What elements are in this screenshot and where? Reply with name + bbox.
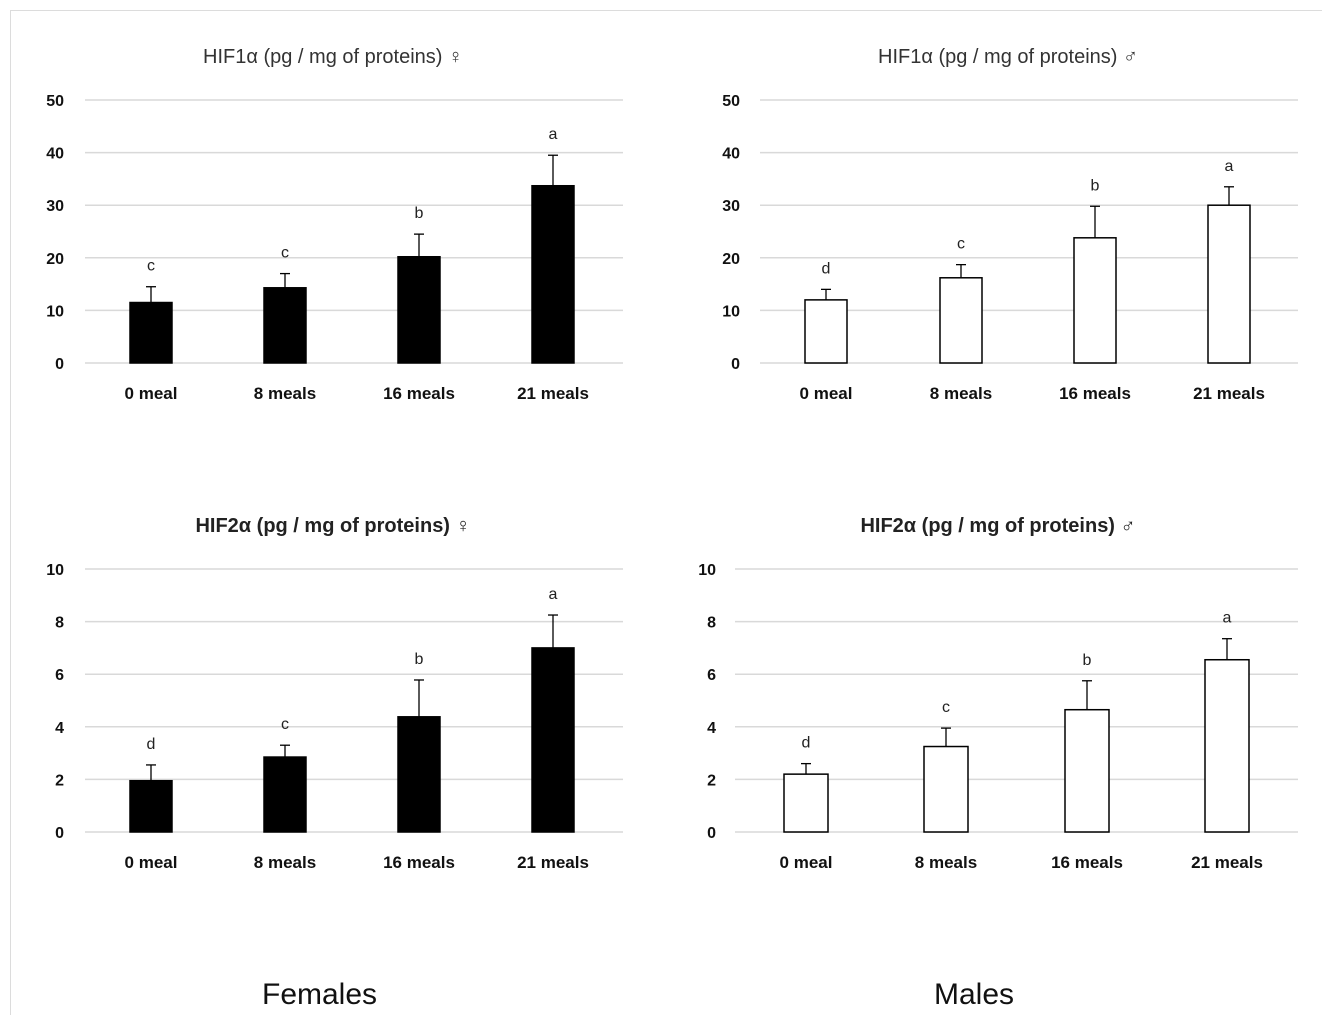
figure-frame <box>10 10 1322 1015</box>
males-label: Males <box>934 978 1015 1011</box>
significance-label: d <box>147 736 156 753</box>
bar <box>263 287 307 364</box>
y-tick-label: 0 <box>707 825 716 842</box>
chart-title: HIF1α (pg / mg of proteins) ♂ <box>878 46 1138 68</box>
category-label: 21 meals <box>1193 384 1265 403</box>
category-label: 8 meals <box>254 384 316 403</box>
chart-panel-1: HIF1α (pg / mg of proteins) ♀ 0 10 20 30 40 50… <box>46 46 623 403</box>
y-tick-label: 50 <box>722 93 740 110</box>
category-label: 16 meals <box>383 853 455 872</box>
significance-label: c <box>281 245 289 262</box>
chart-title: HIF2α (pg / mg of proteins) ♂ <box>860 515 1135 537</box>
significance-label: d <box>822 260 831 277</box>
category-label: 21 meals <box>1191 853 1263 872</box>
y-tick-label: 30 <box>722 198 740 215</box>
category-label: 16 meals <box>383 384 455 403</box>
y-tick-label: 6 <box>55 667 64 684</box>
chart-panel-2: HIF1α (pg / mg of proteins) ♂ 0 10 20 30 40 50… <box>722 46 1298 403</box>
category-label: 8 meals <box>254 853 316 872</box>
bar <box>783 773 829 833</box>
significance-label: c <box>281 716 289 733</box>
category-label: 0 meal <box>125 384 178 403</box>
bar <box>1204 658 1250 833</box>
bar <box>923 745 969 833</box>
y-tick-label: 10 <box>722 303 740 320</box>
bar <box>1207 204 1251 364</box>
chart-title: HIF2α (pg / mg of proteins) ♀ <box>195 515 470 537</box>
bar <box>129 301 173 364</box>
y-tick-label: 0 <box>731 356 740 373</box>
category-label: 8 meals <box>915 853 977 872</box>
y-tick-label: 20 <box>722 251 740 268</box>
category-label: 8 meals <box>930 384 992 403</box>
significance-label: c <box>942 699 950 716</box>
bar <box>1073 237 1117 364</box>
bar <box>397 255 441 364</box>
significance-label: a <box>549 126 558 143</box>
significance-label: a <box>1223 610 1232 627</box>
y-tick-label: 40 <box>46 146 64 163</box>
y-tick-label: 8 <box>707 615 716 632</box>
chart-panel-4: HIF2α (pg / mg of proteins) ♂ 0 2 4 6 8 10 d 0 m… <box>698 515 1298 872</box>
y-tick-label: 4 <box>55 720 64 737</box>
category-label: 21 meals <box>517 853 589 872</box>
significance-label: c <box>147 258 155 275</box>
significance-label: b <box>415 651 424 668</box>
significance-label: b <box>1091 177 1100 194</box>
chart-panel-3: HIF2α (pg / mg of proteins) ♀ 0 2 4 6 8 10 d 0 m… <box>46 515 623 872</box>
significance-label: d <box>802 735 811 752</box>
y-tick-label: 0 <box>55 825 64 842</box>
category-label: 21 meals <box>517 384 589 403</box>
significance-label: a <box>1225 158 1234 175</box>
bar <box>397 716 441 833</box>
y-tick-label: 20 <box>46 251 64 268</box>
category-label: 0 meal <box>125 853 178 872</box>
y-tick-label: 30 <box>46 198 64 215</box>
females-label: Females <box>262 978 378 1011</box>
y-tick-label: 10 <box>46 303 64 320</box>
category-label: 16 meals <box>1051 853 1123 872</box>
significance-label: c <box>957 236 965 253</box>
category-label: 16 meals <box>1059 384 1131 403</box>
y-tick-label: 40 <box>722 146 740 163</box>
significance-label: b <box>415 205 424 222</box>
bar <box>531 184 575 364</box>
y-tick-label: 10 <box>46 562 64 579</box>
bar <box>939 277 983 364</box>
bar <box>531 647 575 833</box>
chart-title: HIF1α (pg / mg of proteins) ♀ <box>203 46 463 68</box>
y-tick-label: 0 <box>55 356 64 373</box>
bar <box>804 299 848 364</box>
y-tick-label: 8 <box>55 615 64 632</box>
significance-label: a <box>549 586 558 603</box>
y-tick-label: 4 <box>707 720 716 737</box>
y-tick-label: 2 <box>55 772 64 789</box>
bar <box>129 779 173 833</box>
y-tick-label: 50 <box>46 93 64 110</box>
category-label: 0 meal <box>780 853 833 872</box>
bar <box>1064 708 1110 833</box>
y-tick-label: 6 <box>707 667 716 684</box>
y-tick-label: 2 <box>707 772 716 789</box>
significance-label: b <box>1083 652 1092 669</box>
y-tick-label: 10 <box>698 562 716 579</box>
bar <box>263 756 307 833</box>
category-label: 0 meal <box>800 384 853 403</box>
